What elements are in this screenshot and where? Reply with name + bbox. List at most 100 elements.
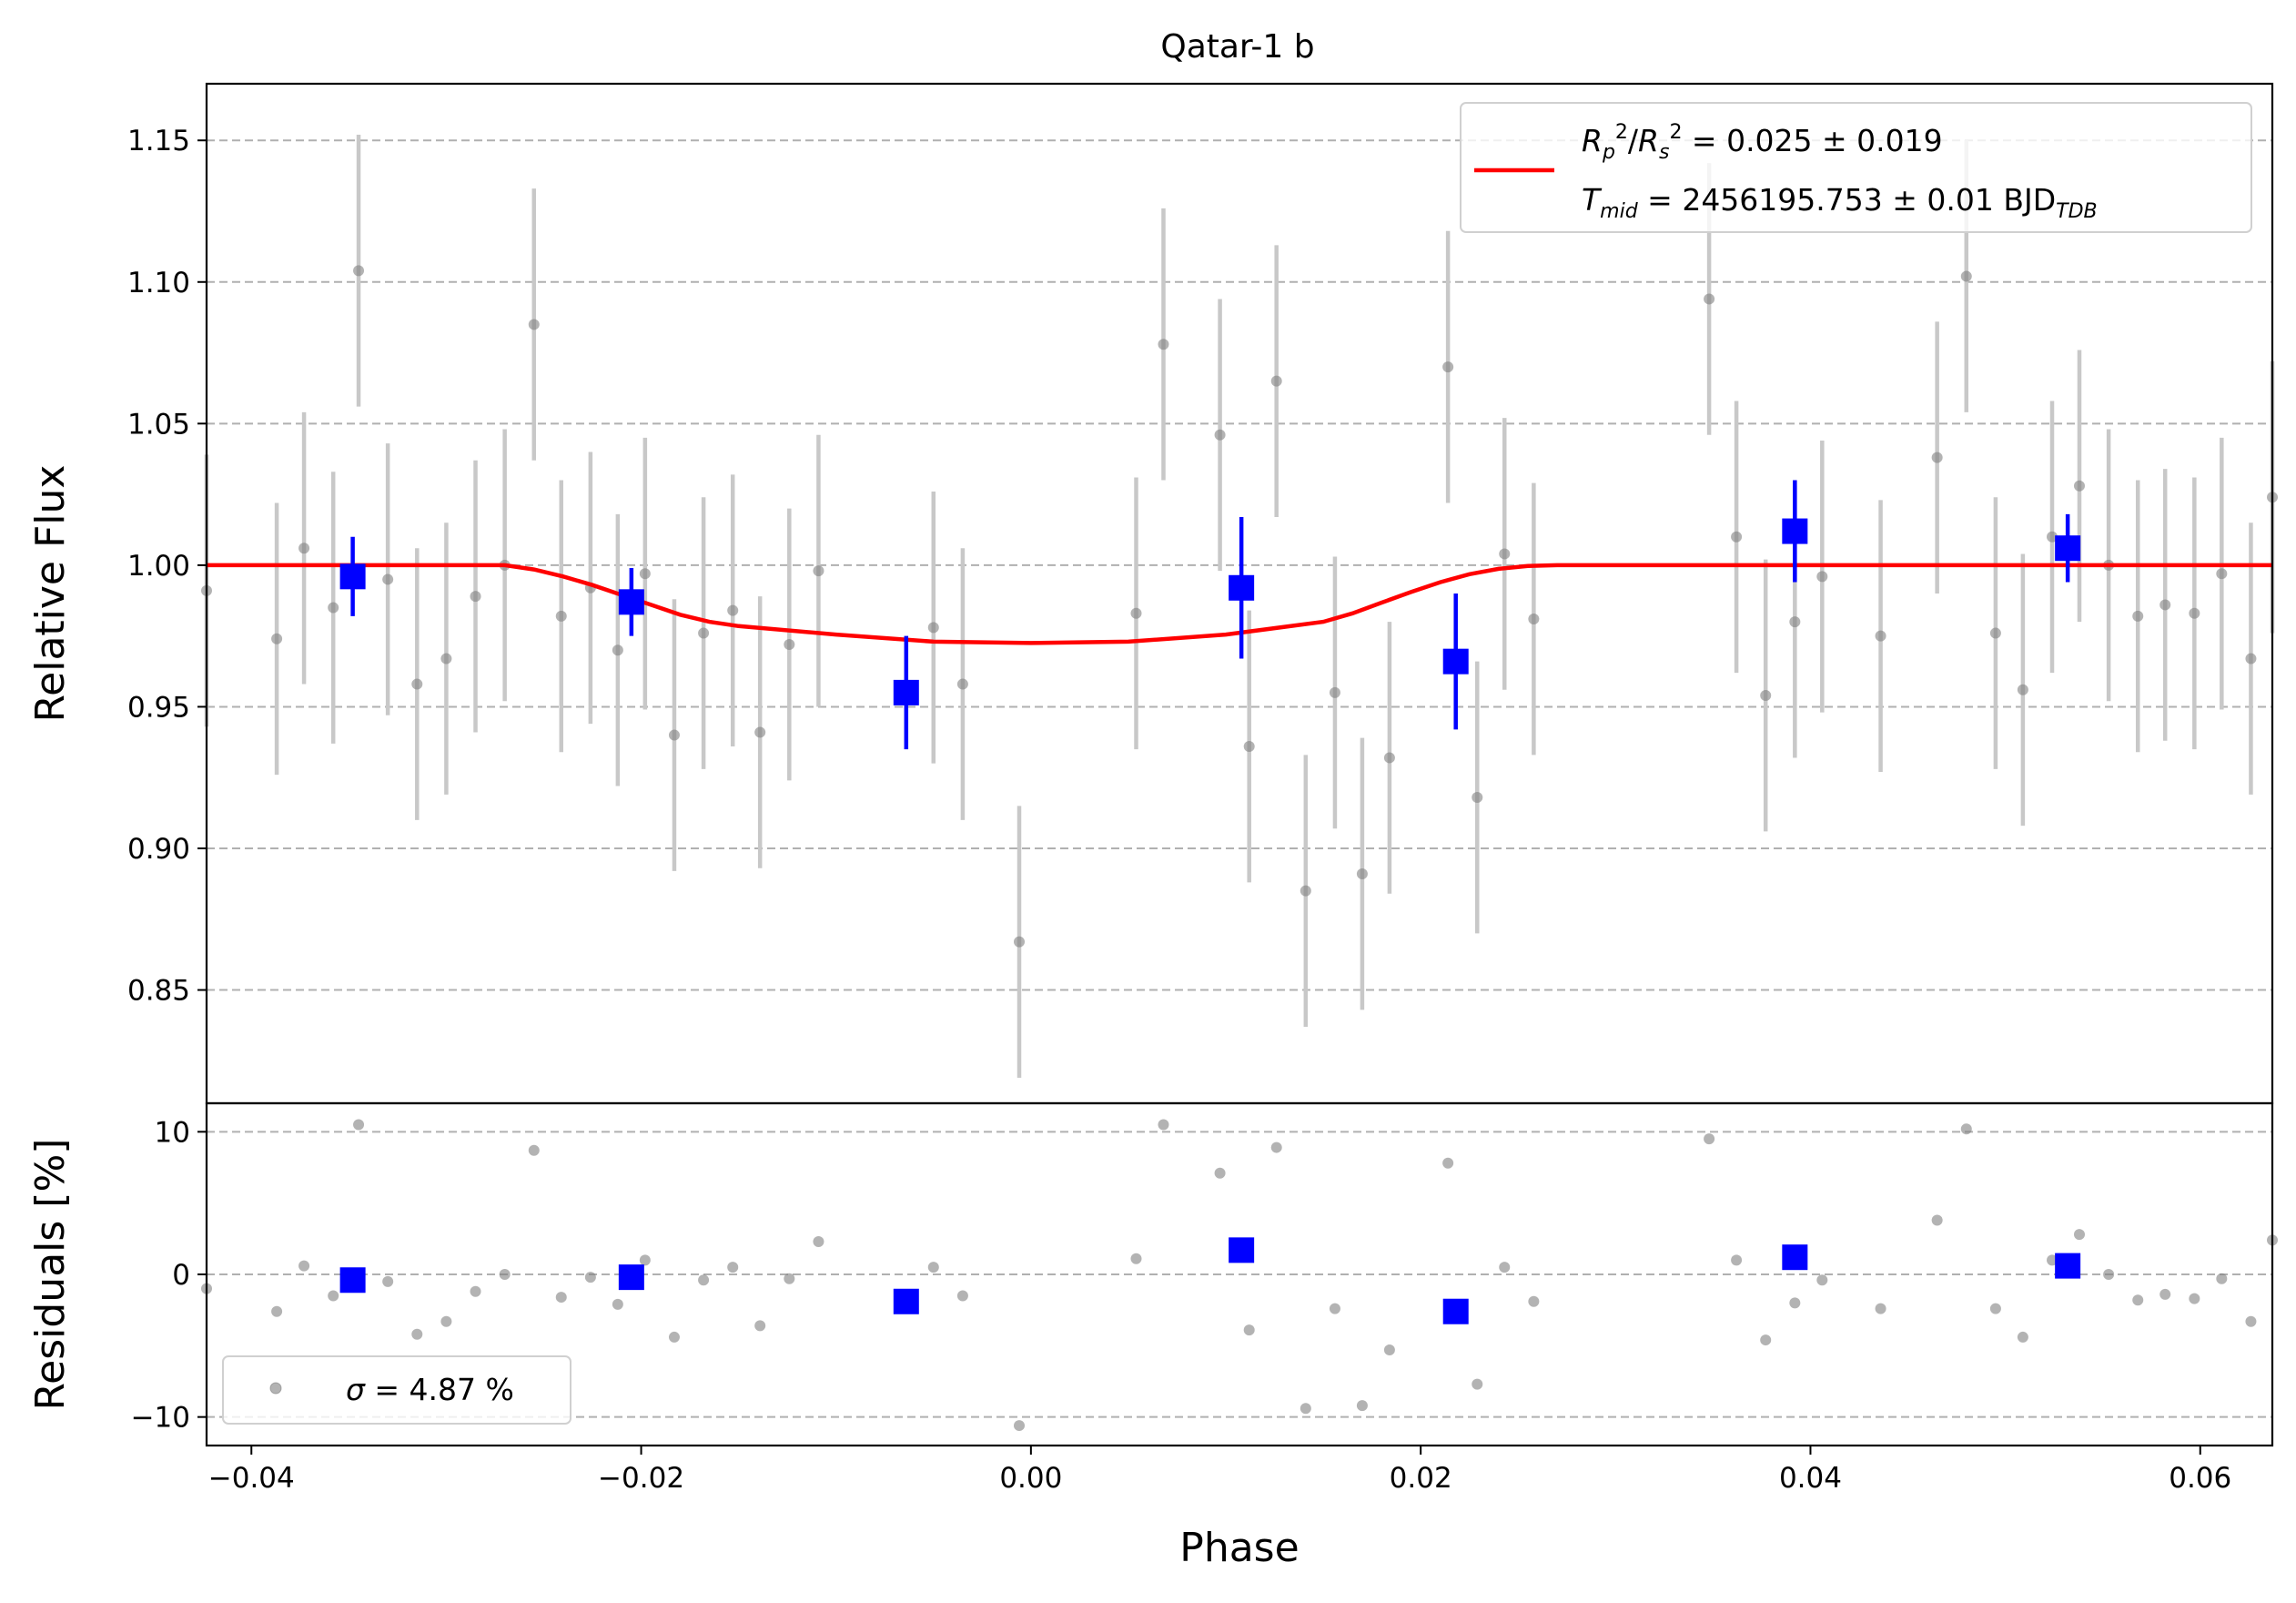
flux-data-point [2216,568,2228,580]
flux-points [201,265,2278,948]
flux-binned-point [1229,574,1255,601]
residual-data-point [2017,1331,2028,1343]
flux-binned-point [618,589,644,615]
residual-data-point [668,1331,680,1343]
flux-data-point [1816,571,1828,583]
residual-data-point [411,1328,423,1340]
residual-binned-point [339,1267,366,1294]
residual-binned-point [893,1288,919,1314]
residual-binned-point [1229,1237,1255,1263]
residual-data-point [727,1262,739,1273]
residual-data-point [528,1144,540,1156]
flux-data-point [1300,885,1311,897]
residuals-y-tick-label: 10 [155,1116,190,1149]
residual-data-point [1300,1403,1311,1415]
residual-data-point [2245,1315,2257,1327]
residual-data-point [353,1119,365,1131]
flux-y-axis-label: Relative Flux [27,465,74,723]
residual-data-point [1731,1254,1743,1266]
flux-data-point [2245,653,2257,665]
flux-data-point [528,319,540,330]
residual-data-point [584,1272,596,1283]
residual-data-point [1931,1214,1943,1226]
flux-data-point [382,573,394,585]
flux-y-tick-label: 1.10 [127,267,190,299]
residual-data-point [382,1275,394,1287]
residual-data-point [328,1290,339,1302]
flux-data-point [1270,375,1282,387]
phase-x-ticks: −0.04 −0.02 0.00 0.02 0.04 0.06 [208,1446,2231,1495]
residual-data-point [1214,1167,1226,1179]
residual-data-point [499,1269,511,1280]
transit-model-line [207,563,2272,645]
phase-x-tick-label: 0.02 [1390,1462,1452,1495]
residual-data-point [2103,1269,2115,1280]
flux-data-point [668,729,680,741]
flux-data-point [1731,531,1743,543]
flux-data-point [1960,270,1972,282]
residual-binned-point [618,1264,644,1291]
residual-data-point [1356,1400,1368,1412]
residual-data-point [1704,1133,1715,1145]
residual-data-point [1270,1141,1282,1153]
residuals-y-tick-label: 0 [172,1259,190,1292]
residuals-binned-points [339,1237,2081,1324]
flux-panel: 0.85 0.90 0.95 1.00 1.05 1.10 1.15 Relative Fl… [27,82,2278,1105]
flux-data-point [927,622,939,634]
flux-data-point [271,633,283,644]
residual-data-point [1243,1324,1255,1336]
flux-y-tick-label: 0.90 [127,833,190,866]
residual-data-point [639,1254,651,1266]
flux-data-point [1383,752,1395,764]
flux-y-tick-label: 1.00 [127,550,190,583]
flux-data-point [2073,480,2085,492]
flux-binned-point [339,563,366,590]
residual-data-point [927,1262,939,1273]
flux-data-point [1356,868,1368,879]
residual-data-point [754,1320,766,1332]
residual-data-point [271,1305,283,1317]
flux-y-ticks: 0.85 0.90 0.95 1.00 1.05 1.10 1.15 [127,125,207,1008]
flux-data-point [555,610,567,622]
residual-data-point [2216,1273,2228,1284]
residual-data-point [2047,1254,2058,1266]
flux-binned-points [339,480,2081,750]
phase-x-tick-label: 0.00 [999,1462,1062,1495]
flux-data-point [754,726,766,738]
residual-data-point [1528,1295,1540,1307]
residual-data-point [470,1285,481,1297]
flux-data-point [2132,610,2144,622]
flux-data-point [440,653,452,665]
flux-data-point [1472,792,1483,803]
residuals-y-tick-label: −10 [131,1402,190,1435]
flux-data-point [1875,630,1886,642]
flux-legend-box [1460,102,2252,233]
residual-data-point [1875,1303,1886,1314]
phase-x-tick-label: 0.06 [2169,1462,2231,1495]
residual-data-point [1014,1420,1026,1432]
flux-data-point [1760,690,1772,701]
flux-data-point [2159,599,2171,611]
flux-y-tick-label: 1.05 [127,408,190,441]
flux-binned-point [1442,648,1469,675]
phase-x-tick-label: 0.04 [1779,1462,1842,1495]
flux-data-point [298,543,310,554]
flux-data-point [1014,936,1026,948]
flux-data-point [1789,616,1801,628]
flux-data-point [2047,531,2058,543]
residual-data-point [2189,1293,2200,1304]
flux-data-point [612,644,623,656]
residual-data-point [1130,1253,1142,1264]
residual-data-point [612,1298,623,1310]
residuals-panel: −10 0 10 Residuals [%] σ = 4.87 % [27,1101,2278,1447]
residual-binned-point [2055,1253,2081,1279]
residual-data-point [298,1260,310,1272]
flux-data-point [1704,293,1715,305]
residuals-y-ticks: −10 0 10 [131,1116,207,1435]
residual-data-point [698,1274,710,1286]
residuals-legend: σ = 4.87 % [222,1355,571,1425]
flux-binned-point [2055,535,2081,562]
flux-data-point [1528,614,1540,624]
flux-data-point [328,602,339,614]
